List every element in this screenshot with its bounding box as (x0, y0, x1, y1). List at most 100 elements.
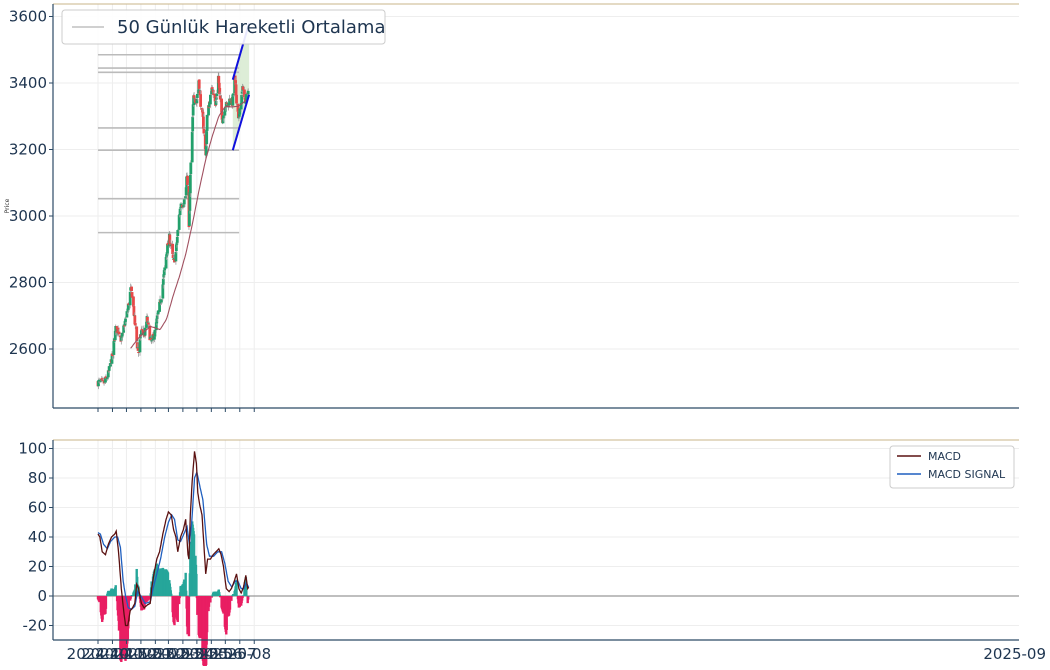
macd-histogram-bar (225, 596, 228, 630)
macd-histogram-bar (199, 596, 202, 638)
candle-body (136, 347, 140, 351)
macd-histogram-bar (238, 596, 241, 607)
macd-histogram-bar (166, 572, 170, 596)
price-panel: 2600 2800 3000 3200 3400 3600 Price 50 Günlük H… (4, 3, 1019, 412)
candle-body (128, 291, 132, 306)
macd-histogram-bar (179, 585, 183, 596)
macd-xtick-label: 2025-01 (110, 645, 173, 663)
candle-body (141, 329, 145, 334)
candle-body (133, 323, 137, 326)
candle-body (146, 321, 150, 323)
macd-histogram-bar (130, 594, 134, 596)
candle-body (217, 82, 221, 89)
price-ytick-label: 3200 (9, 141, 47, 159)
candle-body (101, 379, 105, 381)
macd-histogram-bar (228, 596, 232, 610)
price-ytick-label: 3600 (9, 8, 47, 26)
candle-body (228, 99, 232, 101)
candle-body (231, 93, 235, 96)
candle-body (135, 342, 139, 349)
candle-body (174, 251, 178, 262)
candle-body (106, 370, 110, 378)
candle-body (120, 336, 124, 338)
candle-body (223, 107, 227, 112)
macd-histogram-bar (129, 596, 132, 599)
candle-body (238, 108, 242, 115)
price-ylabel: Price (4, 198, 11, 213)
candle-body (246, 90, 250, 95)
macd-histogram-bar (186, 596, 189, 635)
candle-body (116, 327, 120, 333)
candle-body (162, 274, 166, 278)
candle-body (195, 93, 199, 98)
candle-body (175, 242, 179, 245)
candle-body (165, 254, 168, 258)
macd-histogram-bar (143, 596, 147, 604)
candle-body (153, 335, 156, 340)
candle-body (214, 100, 218, 105)
candle-body (171, 254, 175, 259)
macd-ytick-label: 40 (28, 528, 47, 546)
macd-histogram-bar (246, 596, 250, 600)
candle-body (112, 341, 116, 355)
candle-body (166, 243, 169, 254)
macd-histogram-bar (230, 596, 234, 597)
macd-histogram-bar (188, 596, 191, 597)
candle-body (222, 115, 225, 119)
macd-histogram-bar (104, 596, 108, 609)
candle-body (154, 322, 158, 331)
candle-body (117, 331, 121, 335)
candle-body (122, 325, 126, 333)
candle-body (218, 95, 222, 100)
macd-histogram-bar (205, 596, 209, 633)
candle-body (161, 278, 165, 285)
candle-body (113, 330, 117, 341)
candle-body (168, 234, 172, 244)
candle-body (225, 102, 229, 104)
candle-body (190, 131, 194, 163)
macd-histogram-bar (177, 596, 181, 605)
candle-body (243, 89, 246, 98)
candle-body (146, 322, 150, 325)
macd-histogram-bar (169, 590, 172, 596)
candle-body (126, 303, 130, 310)
candle-body (202, 128, 206, 134)
price-ytick-label: 3000 (9, 207, 47, 225)
candle-body (99, 379, 103, 381)
macd-histogram-bar (111, 588, 114, 596)
candle-body (200, 107, 204, 110)
macd-histogram-bar (202, 596, 206, 670)
macd-histogram-bar (178, 596, 181, 599)
candle-body (240, 94, 244, 104)
macd-histogram-bar (235, 579, 238, 596)
candle-body (184, 196, 188, 199)
candle-body (106, 376, 110, 378)
macd-histogram-bar (241, 596, 244, 598)
macd-xtick-label: 2025-05 (166, 645, 229, 663)
candle-body (201, 109, 204, 113)
macd-histogram-bar (184, 572, 187, 596)
macd-xtick-label: 2024-12 (95, 645, 158, 663)
candle-body (234, 80, 237, 86)
candle-body (201, 111, 205, 117)
candle-body (182, 199, 186, 205)
macd-histogram-bar (211, 596, 214, 597)
price-legend-box (61, 9, 386, 45)
candle-body (105, 377, 109, 380)
candle-body (177, 215, 181, 230)
candle-body (153, 329, 157, 337)
candle-body (132, 306, 136, 316)
macd-histogram-bar (245, 587, 248, 596)
candle-body (240, 91, 244, 94)
candle-body (149, 336, 153, 338)
macd-histogram-bar (222, 596, 225, 614)
candle-body (235, 94, 238, 104)
price-ytick-label: 2600 (9, 340, 47, 358)
channel-lower-line (231, 94, 251, 151)
candle-body (146, 316, 149, 323)
candle-body (192, 95, 196, 106)
macd-histogram-bar (215, 591, 219, 596)
candle-body (119, 337, 123, 341)
candle-body (224, 102, 228, 107)
